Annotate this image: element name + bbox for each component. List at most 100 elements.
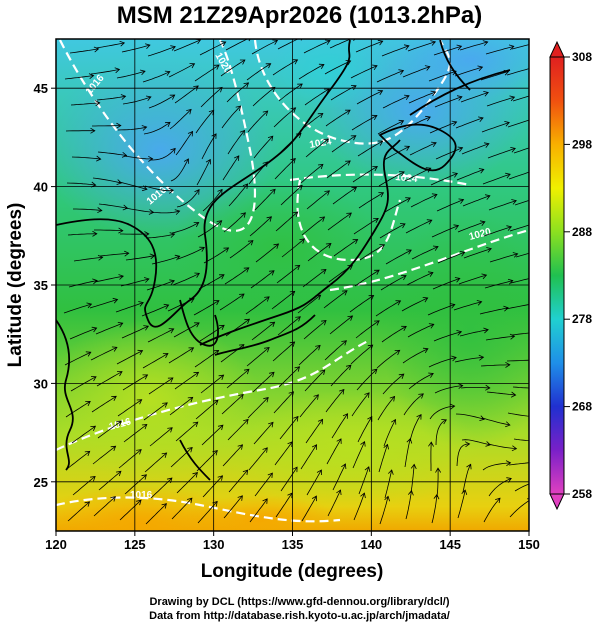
streamline-arrowhead (168, 328, 175, 334)
streamline-arrowhead (93, 46, 100, 53)
streamline-arrowhead (136, 499, 142, 506)
streamline-arrowhead (510, 391, 517, 398)
colorbar-tick-label: 298 (572, 137, 592, 151)
streamline-arrowhead (345, 109, 351, 115)
streamline-arrowhead (213, 350, 220, 356)
streamline-arrowhead (85, 351, 92, 357)
streamline (460, 92, 489, 103)
streamline (197, 220, 222, 238)
streamline-arrowhead (91, 326, 98, 333)
streamline (300, 444, 317, 470)
streamline (455, 413, 485, 420)
streamline (331, 413, 348, 439)
streamline (511, 332, 529, 336)
colorbar-tick-label: 268 (572, 400, 592, 414)
streamline (195, 110, 214, 134)
streamline-arrowhead (217, 424, 224, 431)
streamline-arrowhead (538, 195, 543, 200)
streamline-arrowhead (483, 327, 489, 334)
streamline-arrowhead (441, 419, 447, 425)
streamline (485, 45, 514, 55)
streamline (460, 387, 490, 389)
streamline-arrowhead (324, 190, 331, 196)
streamline (405, 490, 412, 520)
streamline-arrowhead (242, 183, 249, 190)
streamline-arrowhead (188, 297, 195, 304)
streamline (378, 171, 405, 187)
streamline (202, 189, 223, 212)
streamline-arrowhead (96, 155, 102, 162)
streamline (273, 391, 294, 414)
streamline-arrowhead (220, 41, 227, 47)
streamline (350, 65, 378, 79)
streamline (223, 212, 246, 233)
streamline-arrowhead (144, 43, 151, 49)
streamline-arrowhead (428, 372, 434, 378)
streamline-arrowhead (532, 414, 537, 419)
streamline-arrowhead (164, 70, 171, 76)
streamline (72, 476, 96, 496)
streamline-arrowhead (223, 247, 230, 253)
streamline (328, 264, 353, 283)
streamline (99, 252, 129, 257)
streamline-arrowhead (169, 279, 175, 285)
streamline (479, 307, 509, 315)
streamline (435, 419, 447, 446)
streamline-arrowhead (342, 413, 349, 419)
streamline-arrowhead (536, 478, 541, 483)
streamline (298, 345, 321, 366)
streamline-arrowhead (403, 44, 410, 50)
streamline (463, 248, 492, 259)
streamline (484, 280, 513, 289)
streamline-arrowhead (269, 321, 276, 327)
streamline (515, 252, 529, 258)
streamline-arrowhead (92, 278, 98, 285)
streamline (355, 40, 383, 53)
streamline (146, 280, 175, 291)
streamline (221, 394, 244, 415)
streamline (123, 155, 153, 160)
streamline (408, 91, 436, 104)
streamline (117, 399, 142, 417)
streamline-arrowhead (114, 67, 121, 74)
streamline (332, 186, 357, 205)
streamline (145, 503, 167, 525)
streamline (409, 142, 437, 156)
streamline-arrowhead (311, 495, 317, 502)
streamline (461, 439, 491, 446)
colorbar-tick-label: 288 (572, 225, 592, 239)
streamline-arrowhead (186, 108, 192, 115)
streamline-arrowhead (533, 460, 538, 465)
streamline-arrowhead (161, 503, 167, 509)
streamline-arrowhead (371, 114, 378, 121)
streamline (118, 181, 147, 190)
streamline (486, 96, 515, 107)
streamline (275, 492, 293, 518)
streamline-arrowhead (426, 219, 433, 225)
streamline (121, 44, 151, 53)
x-tick-label: 130 (203, 537, 225, 552)
streamline-arrowhead (390, 418, 397, 425)
streamline (193, 300, 220, 316)
streamline-arrowhead (405, 197, 411, 203)
streamline-arrowhead (170, 45, 176, 51)
streamline-arrowhead (431, 193, 438, 199)
streamline (434, 385, 463, 394)
streamline-arrowhead (144, 231, 150, 238)
streamline (376, 349, 400, 369)
streamline (202, 475, 223, 498)
streamline (432, 278, 460, 290)
streamline (274, 441, 293, 466)
streamline-arrowhead (430, 90, 437, 97)
streamline (483, 226, 512, 237)
streamline-arrowhead (219, 324, 225, 330)
streamline (220, 59, 246, 77)
x-tick-label: 145 (439, 537, 461, 552)
streamline (276, 264, 300, 284)
streamline-arrowhead (174, 254, 181, 261)
streamline-arrowhead (317, 163, 324, 170)
streamline-arrowhead (341, 463, 347, 470)
streamline-arrowhead (145, 95, 152, 102)
streamline (97, 420, 122, 439)
streamline (481, 417, 510, 426)
